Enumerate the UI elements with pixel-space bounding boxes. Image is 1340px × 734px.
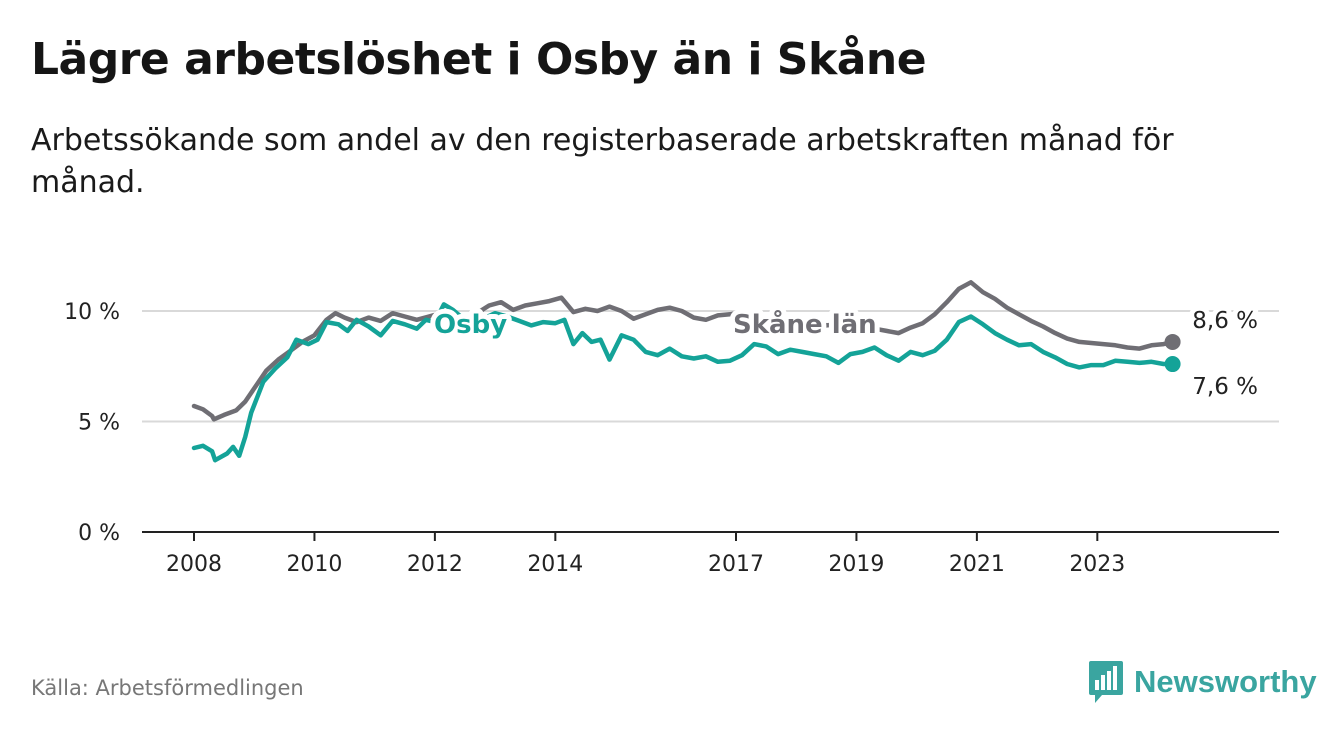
- brand-name: Newsworthy: [1134, 664, 1317, 699]
- x-tick-label: 2017: [708, 552, 764, 577]
- series-label-osby: Osby: [434, 310, 507, 340]
- end-label-osby: 7,6 %: [1192, 374, 1258, 400]
- x-tick-label: 2023: [1069, 552, 1125, 577]
- y-tick-label: 5 %: [78, 411, 120, 436]
- series-line-sk-ne-l-n: [191, 280, 1175, 422]
- chart-subtitle: Arbetssökande som andel av den registerb…: [31, 123, 1174, 200]
- series-end-point: [1164, 333, 1181, 350]
- x-tick-label: 2014: [527, 552, 583, 577]
- x-tick-label: 2021: [949, 552, 1005, 577]
- label-layer: Skåne län Osby 8,6 % 7,6 %: [429, 303, 1263, 405]
- newsworthy-bars-icon: [1089, 661, 1123, 703]
- x-axis: 2008 2010 2012 2014 2017 2019 2021 2023: [142, 531, 1279, 577]
- x-tick-label: 2012: [407, 552, 463, 577]
- x-tick-label: 2010: [286, 552, 342, 577]
- newsworthy-logo: Newsworthy: [1088, 660, 1317, 704]
- source-note: Källa: Arbetsförmedlingen: [31, 676, 304, 700]
- y-tick-label: 0 %: [78, 521, 120, 546]
- chart-title: Lägre arbetslöshet i Osby än i Skåne: [31, 34, 927, 85]
- series-layer: [191, 280, 1181, 463]
- x-tick-label: 2008: [166, 552, 222, 577]
- y-tick-label: 10 %: [64, 300, 120, 325]
- series-line-osby: [191, 302, 1175, 463]
- series-end-point: [1164, 356, 1181, 373]
- x-tick-label: 2019: [828, 552, 884, 577]
- grid: [142, 310, 1279, 423]
- end-label-skane: 8,6 %: [1192, 308, 1258, 334]
- series-label-skane: Skåne län: [733, 308, 877, 340]
- y-axis: 0 % 5 % 10 %: [64, 300, 120, 546]
